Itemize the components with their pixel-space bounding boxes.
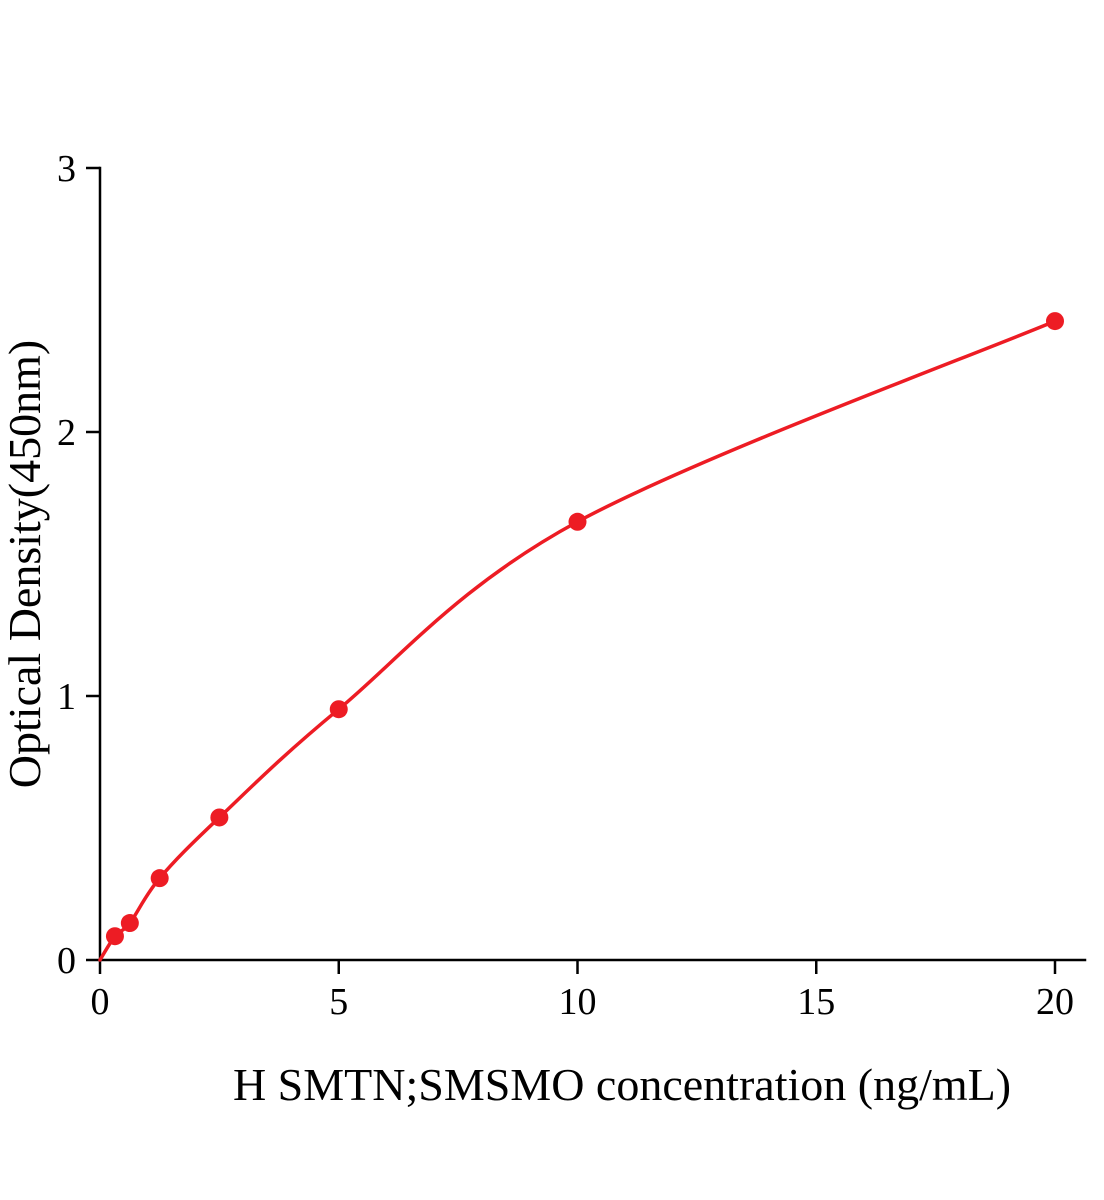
x-tick-label: 0 xyxy=(91,981,110,1023)
x-tick-label: 5 xyxy=(329,981,348,1023)
y-axis-ticks: 0 1 2 3 xyxy=(57,148,100,982)
data-point xyxy=(568,512,587,531)
y-tick-label: 0 xyxy=(57,940,76,982)
x-tick-label: 10 xyxy=(559,981,597,1023)
data-point xyxy=(329,700,348,719)
x-axis-ticks: 0 5 10 15 20 xyxy=(91,960,1074,1023)
x-tick-label: 15 xyxy=(797,981,835,1023)
data-point xyxy=(105,927,124,946)
x-axis-title: H SMTN;SMSMO concentration (ng/mL) xyxy=(233,1059,1011,1110)
data-point xyxy=(150,869,169,888)
data-point xyxy=(1046,312,1064,331)
y-tick-label: 1 xyxy=(57,676,76,718)
data-point xyxy=(210,808,229,827)
axes xyxy=(98,166,1087,962)
data-point xyxy=(120,914,139,933)
y-tick-label: 2 xyxy=(57,412,76,454)
x-tick-label: 20 xyxy=(1036,981,1074,1023)
y-tick-label: 3 xyxy=(57,148,76,190)
fit-curve xyxy=(98,319,1057,962)
y-axis-title: Optical Density(450nm) xyxy=(0,340,50,788)
data-points xyxy=(105,312,1064,946)
